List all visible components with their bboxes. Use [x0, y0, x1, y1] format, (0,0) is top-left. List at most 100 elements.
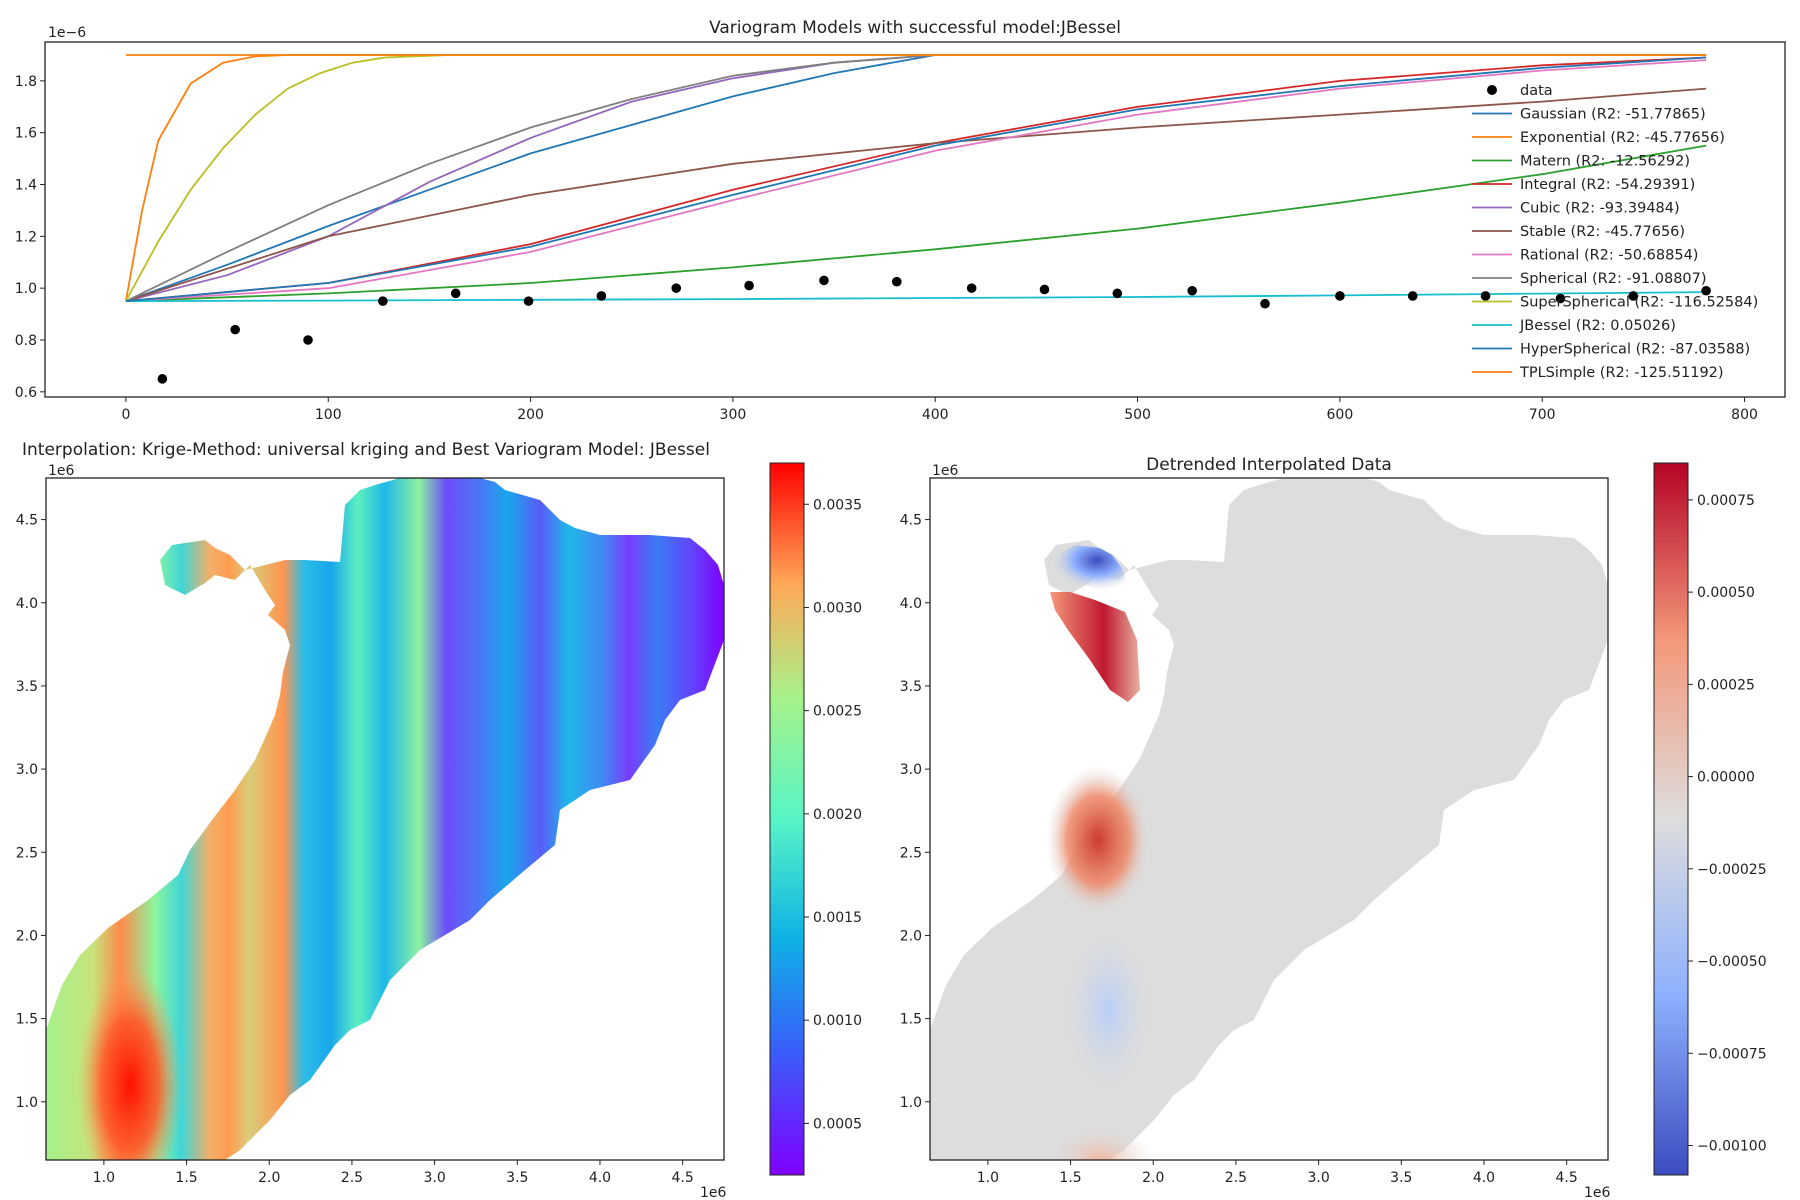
variogram-y-offset: 1e−6	[48, 25, 86, 41]
cbar-tick-label: −0.00050	[1697, 954, 1767, 970]
xtick-label: 1.0	[977, 1170, 999, 1186]
v-series-line-2	[125, 144, 1707, 302]
interp-high-value-blob	[78, 965, 182, 1160]
v-legend-label-data: data	[1520, 83, 1553, 99]
ytick-label: 3.5	[900, 679, 922, 695]
v-ytick-label: 1.8	[15, 74, 37, 90]
xtick-label: 3.5	[506, 1170, 528, 1186]
xtick-label: 3.5	[1390, 1170, 1412, 1186]
interp-colorbar	[769, 462, 805, 1176]
detrend-red-top-anomaly	[1050, 592, 1140, 702]
v-ytick-label: 0.8	[15, 333, 37, 349]
ytick-label: 2.0	[16, 928, 38, 944]
xtick-label: 2.0	[1142, 1170, 1164, 1186]
v-legend-marker-data	[1487, 85, 1497, 95]
v-legend-label: Spherical (R2: -91.08807)	[1520, 271, 1707, 287]
xtick-label: 1.5	[1059, 1170, 1081, 1186]
cbar-tick-label: 0.00000	[1697, 770, 1755, 786]
detrend-colorbar	[1653, 462, 1689, 1176]
cbar-tick-label: 0.0010	[813, 1013, 862, 1029]
v-xtick-label: 800	[1731, 407, 1758, 423]
v-series-line-9	[125, 291, 1707, 302]
v-series-line-8	[125, 54, 1707, 302]
ytick-label: 2.0	[900, 928, 922, 944]
v-data-point	[596, 291, 607, 301]
v-series-line-6	[125, 59, 1707, 302]
interp-y-offset: 1e6	[48, 463, 75, 479]
variogram-axes-frame	[44, 41, 1786, 398]
xtick-label: 4.0	[1473, 1170, 1495, 1186]
variogram-panel: Variogram Models with successful model:J…	[15, 18, 1786, 423]
v-data-point	[230, 324, 240, 335]
v-data-point	[891, 276, 902, 287]
cbar-tick-label: 0.0020	[813, 807, 862, 823]
variogram-legend: data Gaussian (R2: -51.77865) Exponential …	[1472, 83, 1758, 381]
xtick-label: 2.5	[1225, 1170, 1247, 1186]
v-series-line-1	[125, 54, 1707, 302]
interp-axes-frame	[45, 477, 725, 1161]
detrended-panel: Detrended Interpolated Data 1e6 1e6 1.0 1…	[900, 455, 1767, 1200]
ytick-label: 1.0	[900, 1095, 922, 1111]
v-series-line-10	[125, 56, 1707, 302]
cbar-tick-label: 0.0015	[813, 910, 862, 926]
v-series-line-7	[125, 54, 1707, 302]
ytick-label: 1.5	[16, 1012, 38, 1028]
ytick-label: 2.5	[900, 845, 922, 861]
ytick-label: 4.5	[16, 513, 38, 529]
xtick-label: 2.0	[258, 1170, 280, 1186]
v-series-line-4	[125, 54, 1707, 302]
xtick-label: 2.5	[341, 1170, 363, 1186]
detrend-ticks: 1.0 1.5 2.0 2.5 3.0 3.5 4.0 4.5 1.0 1.5 2.0 2.5 3.0 3…	[900, 513, 1578, 1186]
v-data-point	[157, 374, 168, 384]
cbar-tick-label: 0.0025	[813, 704, 862, 720]
detrend-red-mid-anomaly	[1046, 765, 1150, 915]
ytick-label: 4.0	[900, 596, 922, 612]
variogram-lines	[125, 54, 1707, 302]
v-legend-label: Exponential (R2: -45.77656)	[1520, 130, 1725, 146]
xtick-label: 1.5	[175, 1170, 197, 1186]
detrend-region-shape	[930, 478, 1608, 1160]
interp-region-shape	[46, 478, 724, 1160]
v-data-point	[1407, 291, 1418, 301]
variogram-ticks: 0 100 200 300 400 500 600 700 800 0.6 0.8 1.0 1.2 1.4…	[15, 74, 1758, 423]
variogram-points	[157, 275, 1711, 384]
ytick-label: 1.5	[900, 1012, 922, 1028]
v-legend-label: Rational (R2: -50.68854)	[1520, 248, 1698, 264]
ytick-label: 3.0	[900, 762, 922, 778]
v-ytick-label: 1.2	[15, 229, 37, 245]
ytick-label: 4.0	[16, 596, 38, 612]
v-data-point	[1555, 293, 1566, 304]
v-legend-label: Cubic (R2: -93.39484)	[1520, 201, 1680, 217]
cbar-tick-label: 0.0030	[813, 600, 862, 616]
v-legend-label: SuperSpherical (R2: -116.52584)	[1520, 295, 1758, 311]
v-data-point	[378, 296, 388, 306]
cbar-tick-label: 0.0035	[813, 497, 862, 513]
cbar-tick-label: −0.00025	[1697, 862, 1767, 878]
ytick-label: 1.0	[16, 1095, 38, 1111]
detrend-title: Detrended Interpolated Data	[1146, 455, 1392, 475]
v-ytick-label: 1.6	[15, 126, 37, 142]
ytick-label: 2.5	[16, 845, 38, 861]
v-legend-label: Integral (R2: -54.29391)	[1520, 177, 1695, 193]
cbar-tick-label: −0.00075	[1697, 1046, 1767, 1062]
v-data-point	[1187, 285, 1197, 296]
interpolation-panel: Interpolation: Krige-Method: universal k…	[16, 440, 862, 1200]
detrend-blue-top-anomaly	[1050, 545, 1128, 596]
v-xtick-label: 100	[315, 407, 342, 423]
xtick-label: 4.5	[672, 1170, 694, 1186]
v-data-point	[819, 275, 829, 286]
v-legend-label: HyperSpherical (R2: -87.03588)	[1520, 342, 1750, 358]
v-legend-label: JBessel (R2: 0.05026)	[1519, 318, 1676, 334]
v-legend-label: TPLSimple (R2: -125.51192)	[1519, 365, 1724, 381]
v-ytick-label: 1.4	[15, 178, 37, 194]
xtick-label: 3.0	[1307, 1170, 1329, 1186]
interp-title: Interpolation: Krige-Method: universal k…	[22, 440, 710, 460]
xtick-label: 1.0	[93, 1170, 115, 1186]
v-xtick-label: 400	[922, 407, 949, 423]
v-xtick-label: 200	[517, 407, 544, 423]
v-xtick-label: 300	[720, 407, 747, 423]
v-data-point	[1112, 288, 1123, 299]
v-data-point	[744, 280, 754, 291]
interp-colorbar-ticks: 0.0005 0.0010 0.0015 0.0020 0.0025 0.0030 0.00…	[804, 497, 862, 1132]
